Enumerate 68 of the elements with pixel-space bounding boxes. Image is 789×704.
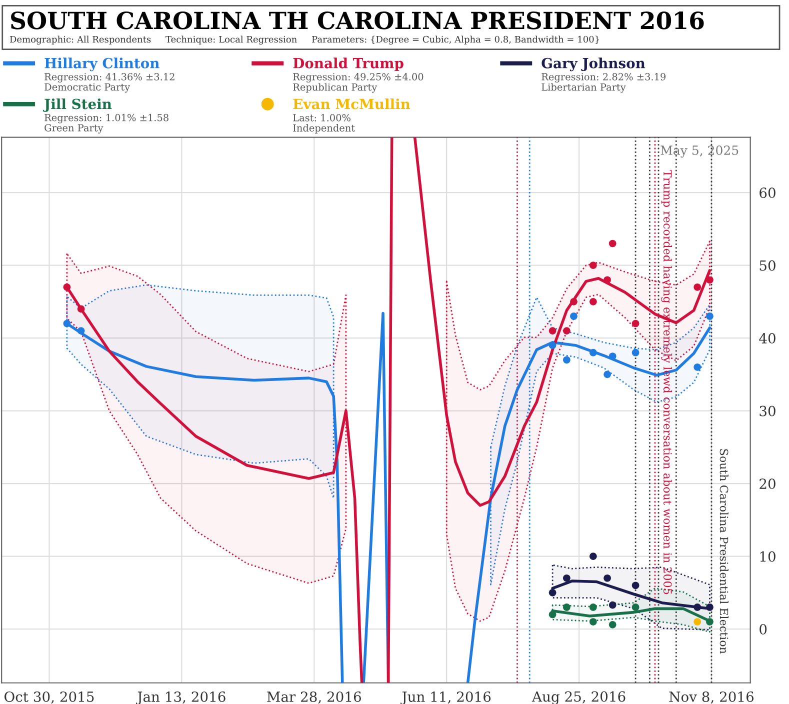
point bbox=[632, 348, 640, 356]
point bbox=[589, 298, 597, 306]
point bbox=[563, 604, 570, 611]
text: Regression: 41.36% ±3.12 bbox=[44, 73, 174, 82]
annotation: May 5, 2025 bbox=[660, 146, 738, 158]
legend-label: Hillary Clinton bbox=[44, 58, 160, 72]
point bbox=[63, 283, 71, 291]
y-tick-label: 20 bbox=[760, 478, 776, 490]
point bbox=[706, 312, 714, 320]
point bbox=[706, 604, 714, 611]
point bbox=[589, 348, 597, 356]
legend-label: Donald Trump bbox=[293, 58, 404, 72]
point bbox=[77, 327, 85, 334]
chart-title: SOUTH CAROLINA TH CAROLINA PRESIDENT 2016 bbox=[11, 12, 704, 30]
point bbox=[77, 305, 85, 313]
text: Independent bbox=[293, 124, 355, 134]
x-tick-label: Nov 8, 2016 bbox=[669, 691, 754, 704]
point bbox=[548, 327, 556, 334]
text: Last: 1.00% bbox=[293, 114, 350, 122]
point bbox=[63, 320, 71, 328]
point bbox=[608, 240, 616, 248]
point bbox=[694, 604, 702, 611]
y-tick-label: 50 bbox=[760, 260, 776, 271]
point bbox=[589, 552, 597, 560]
point bbox=[706, 618, 714, 626]
point bbox=[570, 298, 578, 306]
y-tick-label: 40 bbox=[759, 333, 776, 344]
y-tick-label: 60 bbox=[760, 188, 776, 198]
point bbox=[589, 604, 597, 611]
legend-label: Gary Johnson bbox=[542, 58, 646, 72]
point bbox=[694, 618, 702, 626]
x-tick-label: Mar 28, 2016 bbox=[267, 691, 361, 704]
text: Regression: 2.82% ±3.19 bbox=[542, 73, 666, 82]
point bbox=[706, 276, 714, 284]
point bbox=[604, 574, 611, 582]
y-tick-label: 0 bbox=[760, 624, 767, 635]
point bbox=[694, 363, 702, 371]
point bbox=[694, 283, 702, 291]
text: Democratic Party bbox=[44, 83, 130, 93]
point bbox=[570, 312, 578, 320]
legend-label: Jill Stein bbox=[43, 98, 112, 112]
point bbox=[589, 618, 597, 626]
point bbox=[548, 589, 556, 596]
point bbox=[589, 262, 597, 269]
text: Regression: 1.01% ±1.58 bbox=[44, 114, 168, 124]
text: Libertarian Party bbox=[542, 83, 626, 93]
point bbox=[563, 356, 570, 364]
point bbox=[563, 327, 570, 334]
point bbox=[548, 342, 556, 350]
point bbox=[632, 320, 640, 328]
point bbox=[632, 582, 640, 590]
x-tick-label: Oct 30, 2015 bbox=[4, 691, 94, 704]
ref-line-label: South Carolina Presidential Election bbox=[720, 449, 728, 654]
text: Green Party bbox=[44, 124, 104, 134]
point bbox=[608, 601, 616, 609]
point bbox=[608, 621, 616, 628]
point bbox=[608, 352, 616, 360]
point bbox=[632, 604, 640, 611]
y-tick-label: 10 bbox=[760, 551, 776, 562]
point bbox=[604, 370, 611, 378]
text: Regression: 49.25% ±4.00 bbox=[293, 73, 424, 82]
chart-subtitle: Demographic: All Respondents Technique: Local Regression Parameters: {Degree = Cubic, Alpha = 0.8, Bandwidth = 100} bbox=[10, 36, 599, 45]
point bbox=[563, 574, 570, 582]
point bbox=[548, 610, 556, 618]
legend-label: Evan McMullin bbox=[293, 98, 410, 110]
y-tick-label: 30 bbox=[760, 406, 776, 416]
text: Republican Party bbox=[293, 83, 378, 93]
point bbox=[604, 276, 611, 284]
